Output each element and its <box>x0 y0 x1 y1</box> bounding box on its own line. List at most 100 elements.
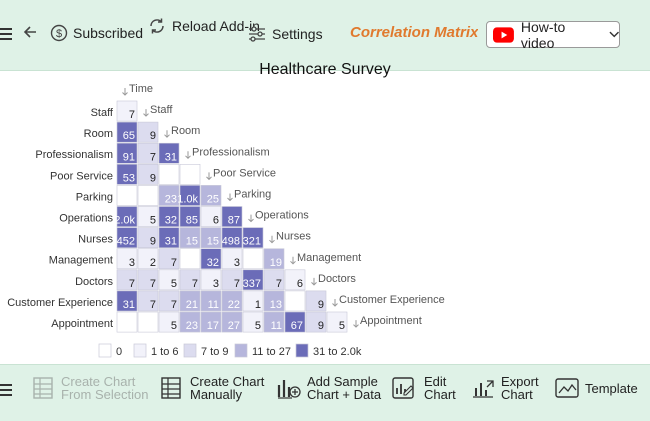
create-chart-manually-button[interactable]: Create Chart Manually <box>161 375 264 401</box>
heatmap-cell <box>116 227 138 249</box>
settings-button[interactable]: Settings <box>248 25 323 43</box>
cell-value: 321 <box>243 236 261 248</box>
cell-value: 11 <box>271 320 282 332</box>
row-label: Doctors <box>75 276 113 288</box>
heatmap-cell <box>179 248 201 270</box>
svg-text:$: $ <box>56 28 62 40</box>
heatmap-cell <box>137 290 159 312</box>
heatmap-cell <box>137 311 159 333</box>
edit-chart-line2: Chart <box>424 387 456 402</box>
add-sample-chart-button[interactable]: Add Sample Chart + Data <box>277 375 381 401</box>
diagonal-arrow-icon <box>143 109 149 117</box>
legend-swatch <box>98 343 112 358</box>
export-chart-icon <box>473 380 494 398</box>
reload-addin-button[interactable]: Reload Add-in <box>148 17 260 35</box>
legend-label: 0 <box>116 346 122 358</box>
heatmap-cell <box>116 121 138 143</box>
heatmap-cell <box>158 206 180 227</box>
legend-swatch <box>234 343 248 358</box>
cell-value: 53 <box>123 172 135 184</box>
create-chart-from-selection-button[interactable]: Create Chart From Selection <box>33 375 148 401</box>
cell-value: 7 <box>276 278 282 290</box>
heatmap-cell <box>116 290 138 312</box>
heatmap-cell <box>137 121 159 143</box>
heatmap-cell <box>200 206 222 227</box>
heatmap-cell <box>179 206 201 227</box>
legend-label: 1 to 6 <box>151 346 179 358</box>
legend-swatch <box>183 343 197 358</box>
diagonal-arrow-icon <box>248 214 254 223</box>
cell-value: 27 <box>228 320 240 332</box>
cell-value: 32 <box>207 257 219 269</box>
row-label: Staff <box>91 107 114 119</box>
howto-video-button[interactable]: How-to video <box>486 18 620 51</box>
diagonal-category-label: Operations <box>255 210 309 222</box>
heatmap-cell <box>116 164 138 185</box>
cell-value: 5 <box>171 320 177 332</box>
heatmap-cell <box>179 227 201 249</box>
cell-value: 2.0k <box>114 215 135 227</box>
cell-value: 9 <box>318 299 324 311</box>
settings-label: Settings <box>272 26 323 42</box>
diagonal-category-label: Nurses <box>276 231 311 243</box>
heatmap-cell <box>116 206 138 227</box>
bottom-hamburger-menu-icon[interactable] <box>0 381 12 399</box>
heatmap-cell <box>263 311 285 333</box>
hamburger-menu-icon[interactable] <box>0 25 12 43</box>
heatmap-cell <box>284 290 306 312</box>
add-sample-line2: Chart + Data <box>307 387 382 402</box>
diagonal-category-label: Management <box>297 252 361 264</box>
heatmap-cell <box>137 227 159 249</box>
cell-value: 9 <box>318 320 324 332</box>
heatmap-cell <box>116 142 138 164</box>
export-chart-line1: Export <box>501 374 539 389</box>
subscribed-button[interactable]: $ Subscribed <box>50 24 143 42</box>
cell-value: 87 <box>228 215 240 227</box>
cell-value: 7 <box>234 278 240 290</box>
cell-value: 5 <box>150 215 156 227</box>
cell-value: 2 <box>150 257 156 269</box>
diagonal-category-label: Professionalism <box>192 146 270 158</box>
heatmap-cell <box>284 269 306 291</box>
diagonal-arrow-icon <box>206 172 212 181</box>
template-button[interactable]: Template <box>555 378 638 398</box>
cell-value: 9 <box>150 172 156 184</box>
heatmap-cell <box>326 311 348 333</box>
subscribed-label: Subscribed <box>73 25 144 41</box>
heatmap-cell <box>137 185 159 206</box>
heatmap-cell <box>200 185 222 206</box>
create-from-selection-line2: From Selection <box>61 387 149 402</box>
diagonal-category-label: Doctors <box>318 273 356 285</box>
cell-value: 31 <box>165 236 177 248</box>
row-label: Appointment <box>51 318 113 330</box>
cell-value: 7 <box>171 299 177 311</box>
template-chart-icon <box>555 378 579 398</box>
add-sample-line1: Add Sample <box>307 374 378 389</box>
diagonal-category-label: Staff <box>150 104 173 116</box>
edit-chart-button[interactable]: Edit Chart <box>392 375 456 401</box>
cell-value: 67 <box>291 320 303 332</box>
cell-value: 5 <box>255 320 261 332</box>
diagonal-arrow-icon <box>290 256 296 265</box>
export-chart-button[interactable]: Export Chart <box>472 375 539 401</box>
back-button[interactable] <box>22 24 38 40</box>
row-label: Parking <box>76 191 113 203</box>
correlation-matrix-chart: Time Staff Room Professionalism Poor Service… <box>7 83 445 358</box>
heatmap-cell <box>158 290 180 312</box>
heatmap-cell <box>137 269 159 291</box>
legend-label: 7 to 9 <box>201 346 229 358</box>
row-label: Management <box>49 255 113 267</box>
cell-value: 31 <box>165 151 177 163</box>
heatmap-cell <box>263 290 285 312</box>
heatmap-cell <box>200 248 222 270</box>
template-label: Template <box>585 380 638 396</box>
howto-video-label: How-to video <box>520 18 566 51</box>
heatmap-cell <box>158 164 180 185</box>
diagonal-arrow-icon <box>269 235 275 244</box>
legend-label: 11 to 27 <box>252 346 291 358</box>
row-label: Poor Service <box>50 170 113 182</box>
heatmap-cell <box>158 185 180 206</box>
diagonal-category-label: Appointment <box>360 315 422 327</box>
cell-value: 337 <box>243 278 261 290</box>
create-from-selection-line1: Create Chart <box>61 374 136 389</box>
